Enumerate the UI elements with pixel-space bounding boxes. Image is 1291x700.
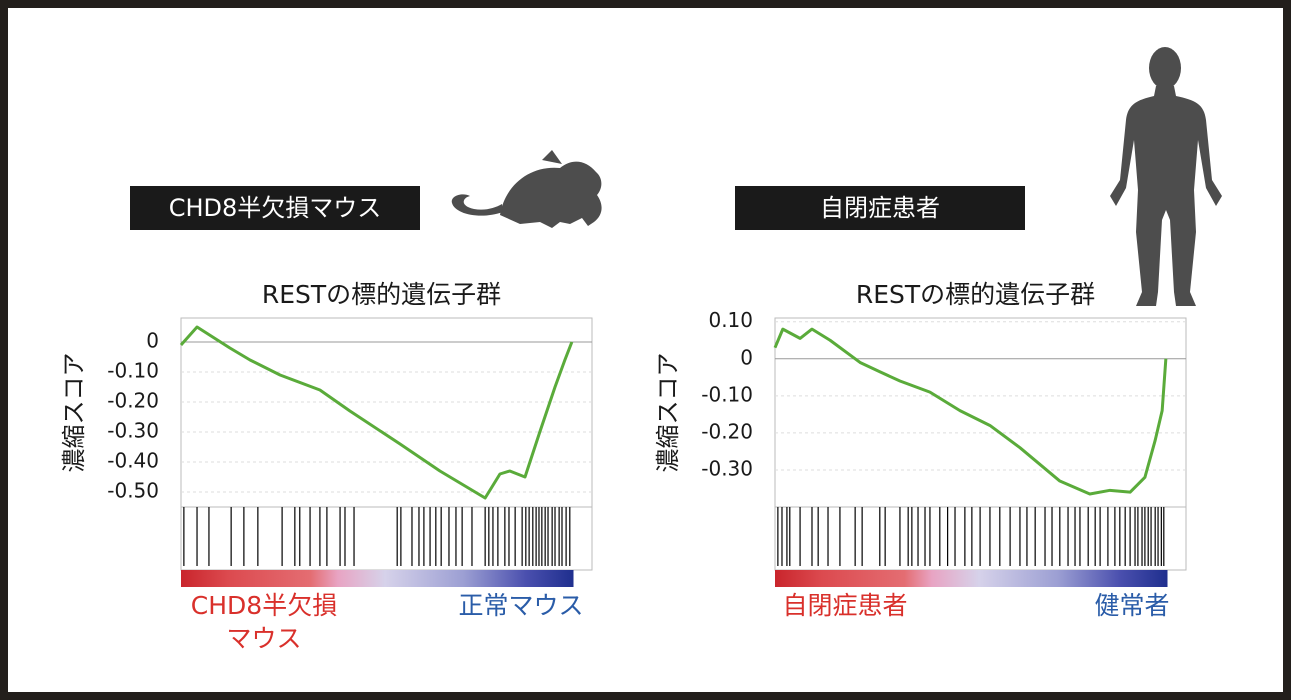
right-group-label: 正常マウス [458, 591, 583, 620]
y-tick-label: -0.40 [107, 449, 159, 473]
enrichment-line [179, 325, 574, 500]
y-axis-label: 濃縮スコア [654, 353, 682, 473]
chart-title: RESTの標的遺伝子群 [262, 280, 501, 309]
right-group-label: 健常者 [1094, 591, 1169, 620]
y-tick-label: -0.20 [701, 419, 753, 443]
y-axis-label: 濃縮スコア [60, 353, 88, 473]
rank-bar [181, 570, 574, 587]
rank-bar [775, 570, 1168, 587]
y-tick-label: -0.30 [107, 419, 159, 443]
hit-panel [180, 506, 593, 571]
label-box [130, 186, 420, 230]
chart-title: RESTの標的遺伝子群 [856, 280, 1095, 309]
y-tick-label: 0.10 [708, 308, 753, 332]
enrichment-line [773, 327, 1168, 496]
label-box [735, 186, 1025, 230]
left-group-label: マウス [226, 624, 301, 653]
y-tick-label: 0 [740, 345, 753, 369]
y-tick-label: -0.10 [107, 359, 159, 383]
y-tick-label: -0.10 [701, 382, 753, 406]
group-label: CHD8半欠損マウス [169, 194, 382, 222]
plot-area [180, 317, 593, 508]
y-tick-label: -0.30 [701, 456, 753, 480]
mouse-icon [451, 150, 602, 228]
left-group-label: 自閉症患者 [782, 591, 907, 620]
y-tick-label: -0.50 [107, 479, 159, 503]
group-label: 自閉症患者 [820, 194, 940, 222]
human-icon [1110, 47, 1222, 306]
y-tick-label: -0.20 [107, 389, 159, 413]
left-group-label: CHD8半欠損 [191, 591, 337, 620]
y-tick-label: 0 [146, 329, 159, 353]
